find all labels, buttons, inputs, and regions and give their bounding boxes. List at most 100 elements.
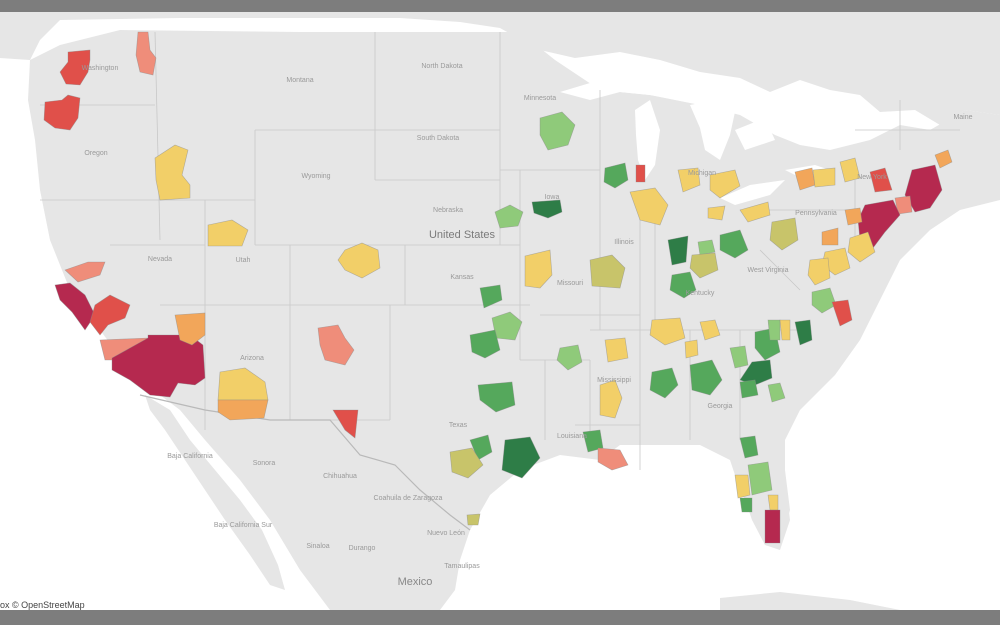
region-sf-bay[interactable] [54,282,96,331]
label-baja-california: Baja California [167,453,213,460]
region-jackson[interactable] [599,379,623,419]
label-kentucky: Kentucky [686,290,715,297]
region-greenville[interactable] [729,345,749,369]
region-grand-rapids[interactable] [677,167,701,193]
region-birmingham[interactable] [649,367,679,399]
region-savannah[interactable] [739,379,759,399]
region-minneapolis[interactable] [539,111,576,151]
label-durango: Durango [349,545,376,552]
region-houston[interactable] [501,436,541,479]
region-charleston[interactable] [767,382,786,403]
region-salt-lake[interactable] [207,219,249,247]
region-portland-me[interactable] [934,149,953,169]
region-jacksonville[interactable] [739,435,759,459]
label-sonora: Sonora [253,460,276,467]
region-toledo[interactable] [707,205,726,221]
label-minnesota: Minnesota [524,95,556,102]
label-utah: Utah [236,257,251,264]
label-iowa: Iowa [545,194,560,201]
region-memphis[interactable] [604,337,629,363]
region-tampa[interactable] [734,474,751,499]
region-des-moines[interactable] [531,199,563,219]
region-indianapolis[interactable] [667,235,689,266]
region-spokane[interactable] [135,31,157,76]
region-pittsburgh[interactable] [769,217,799,251]
region-corpus[interactable] [466,513,481,526]
region-columbus[interactable] [719,229,749,259]
region-detroit[interactable] [709,169,741,199]
region-new-orleans[interactable] [597,447,629,471]
label-kansas: Kansas [450,274,474,281]
region-boise[interactable] [154,144,191,201]
label-missouri: Missouri [557,280,584,287]
label-tamaulipas: Tamaulipas [444,563,480,570]
region-milwaukee[interactable] [603,162,629,189]
region-okc[interactable] [469,329,501,359]
label-illinois: Illinois [614,239,634,246]
region-albuquerque[interactable] [317,324,355,366]
region-seattle[interactable] [59,49,91,86]
label-washington: Washington [82,65,119,72]
region-san-antonio[interactable] [449,447,484,479]
label-wyoming: Wyoming [301,173,330,180]
region-syracuse[interactable] [839,157,861,183]
region-port-st-lucie[interactable] [767,494,779,511]
region-dc[interactable] [811,287,837,314]
region-baltimore[interactable] [807,257,831,286]
region-louisville[interactable] [669,271,697,299]
region-sarasota[interactable] [739,497,753,513]
region-orlando[interactable] [747,461,773,496]
label-nevada: Nevada [148,256,172,263]
region-vegas[interactable] [174,312,206,346]
region-fresno[interactable] [89,294,131,336]
region-norfolk[interactable] [831,299,853,327]
label-nuevo-leon: Nuevo León [427,530,465,537]
region-denver[interactable] [337,242,381,279]
label-baja-california-sur: Baja California Sur [214,522,273,529]
region-tucson[interactable] [217,399,269,421]
region-cleveland[interactable] [739,201,771,223]
region-kansas-city[interactable] [524,249,553,289]
region-atlanta[interactable] [689,359,723,396]
label-sinaloa: Sinaloa [306,543,329,550]
region-wv[interactable] [821,227,839,246]
region-scranton[interactable] [844,207,863,226]
region-miami[interactable] [764,509,781,544]
label-pennsylvania: Pennsylvania [795,210,837,217]
region-dallas[interactable] [477,381,516,413]
region-baton-rouge[interactable] [582,429,604,453]
label-michigan: Michigan [688,170,716,177]
region-raleigh[interactable] [779,319,791,341]
region-greensboro[interactable] [767,319,781,341]
region-chattanooga[interactable] [684,339,699,359]
region-st-louis[interactable] [589,254,626,289]
region-columbia[interactable] [739,359,773,386]
region-los-angeles[interactable] [111,334,206,398]
region-chicago-n[interactable] [635,164,646,183]
region-durham[interactable] [794,319,813,346]
region-cincinnati[interactable] [689,252,719,279]
region-portland[interactable] [43,94,81,131]
map-attribution[interactable]: ox © OpenStreetMap [0,600,85,610]
region-sacramento[interactable] [64,261,106,283]
label-west-virginia: West Virginia [748,267,789,274]
region-dayton[interactable] [697,239,716,256]
label-nebraska: Nebraska [433,207,463,214]
region-chicago[interactable] [629,187,669,226]
label-chihuahua: Chihuahua [323,473,357,480]
region-albany[interactable] [869,167,893,193]
label-georgia: Georgia [708,403,733,410]
great-lakes [560,72,830,205]
region-nashville[interactable] [649,317,686,346]
metro-regions[interactable] [43,31,953,544]
region-wichita[interactable] [479,284,503,309]
region-rochester[interactable] [812,167,836,188]
region-omaha[interactable] [494,204,524,229]
region-little-rock[interactable] [556,344,583,371]
region-boston[interactable] [904,164,943,213]
region-el-paso[interactable] [332,409,359,439]
region-phoenix[interactable] [217,367,269,401]
region-philadelphia[interactable] [847,231,876,263]
region-knoxville[interactable] [699,319,721,341]
